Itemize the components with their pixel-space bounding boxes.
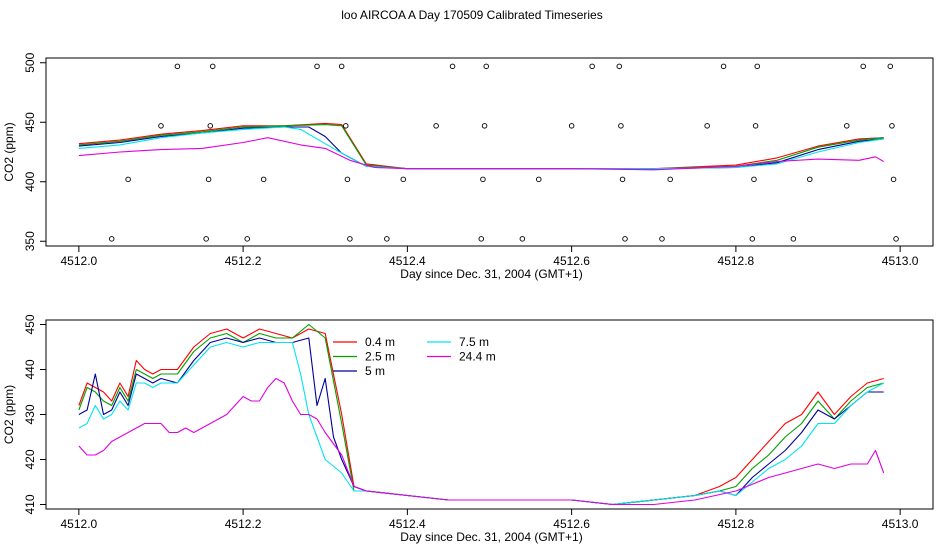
data-point [478, 236, 485, 242]
data-point [260, 176, 267, 183]
data-point [433, 123, 439, 129]
data-point [622, 236, 628, 242]
data-point [158, 123, 164, 129]
series-line-4 [78, 137, 884, 171]
x-tick-label: 4512.6 [553, 254, 590, 268]
data-point [618, 123, 624, 129]
data-point [751, 176, 757, 183]
data-point [659, 236, 665, 242]
figure-title: loo AIRCOA A Day 170509 Calibrated Times… [341, 8, 602, 22]
plot-frame [45, 57, 934, 247]
series-line-2-5-m [78, 323, 884, 506]
data-point [589, 63, 595, 70]
data-point [338, 63, 345, 70]
x-tick-label: 4512.0 [61, 254, 98, 268]
data-point [720, 63, 727, 70]
data-point [174, 63, 181, 70]
legend-label: 7.5 m [459, 335, 489, 349]
x-axis-label: Day since Dec. 31, 2004 (GMT+1) [400, 530, 582, 544]
legend-label: 0.4 m [365, 335, 395, 349]
x-tick-label: 4512.6 [553, 517, 590, 531]
data-point [893, 236, 899, 242]
data-point [752, 123, 759, 129]
y-tick-label: 440 [23, 359, 37, 379]
y-tick-label: 350 [23, 231, 37, 251]
plot-frame [45, 319, 934, 510]
series-line-7-5-m [78, 341, 884, 506]
y-tick-label: 410 [23, 494, 37, 514]
data-point [619, 176, 626, 183]
series-line-24-4-m [78, 377, 885, 506]
series-line-3 [78, 126, 884, 170]
data-point [108, 236, 115, 242]
data-point [314, 63, 320, 70]
data-point [749, 236, 756, 242]
data-point [207, 123, 214, 129]
x-tick-label: 4512.4 [389, 517, 426, 531]
y-tick-label: 450 [23, 314, 37, 334]
data-point [209, 63, 216, 70]
x-tick-label: 4512.4 [389, 254, 426, 268]
data-point [244, 236, 250, 242]
data-point [205, 176, 212, 183]
data-point [344, 176, 351, 183]
data-point [203, 236, 209, 242]
data-point [400, 176, 407, 183]
x-tick-label: 4512.8 [718, 254, 755, 268]
data-point [384, 236, 390, 242]
series-line-0 [78, 122, 884, 170]
bottom-panel: 4512.0 4512.2 4512.4 4512.6 4512.8 4513.0 410 4… [2, 314, 934, 544]
legend-label: 24.4 m [459, 350, 496, 364]
data-point [347, 236, 353, 242]
data-point [807, 176, 813, 183]
x-tick-label: 4512.2 [225, 254, 262, 268]
data-point [887, 63, 894, 70]
data-point [519, 236, 526, 242]
data-point [890, 176, 897, 183]
data-point [481, 123, 488, 129]
data-point [480, 176, 486, 183]
x-tick-label: 4512.2 [225, 517, 262, 531]
y-tick-label: 450 [23, 112, 37, 132]
data-point [449, 63, 456, 70]
data-point [860, 63, 866, 70]
x-tick-label: 4512.8 [718, 517, 755, 531]
y-tick-label: 420 [23, 449, 37, 469]
y-axis-label: CO2 (ppm) [2, 122, 16, 181]
data-point [790, 236, 797, 242]
data-point [125, 176, 131, 183]
data-point [889, 123, 895, 129]
data-point [844, 123, 850, 129]
data-point [568, 123, 575, 129]
legend-label: 2.5 m [365, 350, 395, 364]
series-line-0-4-m [78, 328, 884, 506]
data-point [616, 63, 623, 70]
data-point [536, 176, 542, 183]
x-tick-label: 4513.0 [882, 517, 919, 531]
x-tick-label: 4513.0 [882, 254, 919, 268]
y-axis-label: CO2 (ppm) [2, 385, 16, 444]
data-point [343, 123, 349, 129]
data-point [483, 63, 489, 70]
y-tick-label: 430 [23, 404, 37, 424]
y-tick-label: 400 [23, 171, 37, 191]
series-line-1 [78, 124, 884, 170]
top-panel: 4512.0 4512.2 4512.4 4512.6 4512.8 4513.0 350 4… [2, 52, 934, 281]
data-point [754, 63, 760, 70]
y-tick-label: 500 [23, 52, 37, 72]
series-line-5-m [78, 337, 884, 506]
data-point [667, 176, 673, 183]
data-point [704, 123, 710, 129]
x-tick-label: 4512.0 [61, 517, 98, 531]
x-axis-label: Day since Dec. 31, 2004 (GMT+1) [400, 267, 582, 281]
legend-label: 5 m [365, 364, 385, 378]
